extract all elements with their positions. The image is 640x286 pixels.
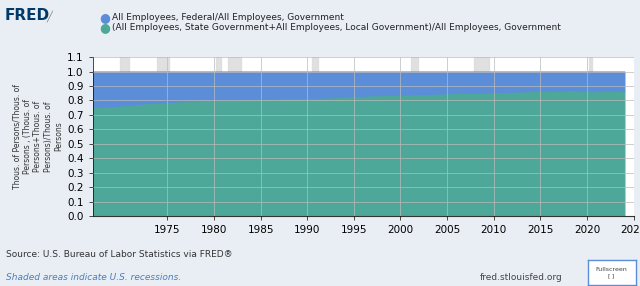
Bar xyxy=(216,57,221,216)
Y-axis label: Thous. of Persons/Thous. of
Persons , (Thous. of
Persons+Thous. of
Persons)/Thou: Thous. of Persons/Thous. of Persons , (T… xyxy=(12,84,63,189)
Bar xyxy=(412,57,419,216)
Bar xyxy=(157,57,169,216)
Text: All Employees, Federal/All Employees, Government: All Employees, Federal/All Employees, Go… xyxy=(112,13,344,22)
Bar xyxy=(228,57,241,216)
Bar xyxy=(120,57,129,216)
Text: Fullscreen
[ ]: Fullscreen [ ] xyxy=(596,267,627,278)
Text: (All Employees, State Government+All Employees, Local Government)/All Employees,: (All Employees, State Government+All Emp… xyxy=(112,23,561,32)
Text: ●: ● xyxy=(99,11,110,24)
Text: FRED: FRED xyxy=(5,8,51,23)
Bar xyxy=(474,57,489,216)
Text: fred.stlouisfed.org: fred.stlouisfed.org xyxy=(480,273,563,282)
Text: Source: U.S. Bureau of Labor Statistics via FRED®: Source: U.S. Bureau of Labor Statistics … xyxy=(6,251,233,259)
Text: Shaded areas indicate U.S. recessions.: Shaded areas indicate U.S. recessions. xyxy=(6,273,182,282)
Text: ╱: ╱ xyxy=(46,11,52,22)
Text: ●: ● xyxy=(99,21,110,34)
Bar xyxy=(589,57,591,216)
Bar xyxy=(312,57,318,216)
